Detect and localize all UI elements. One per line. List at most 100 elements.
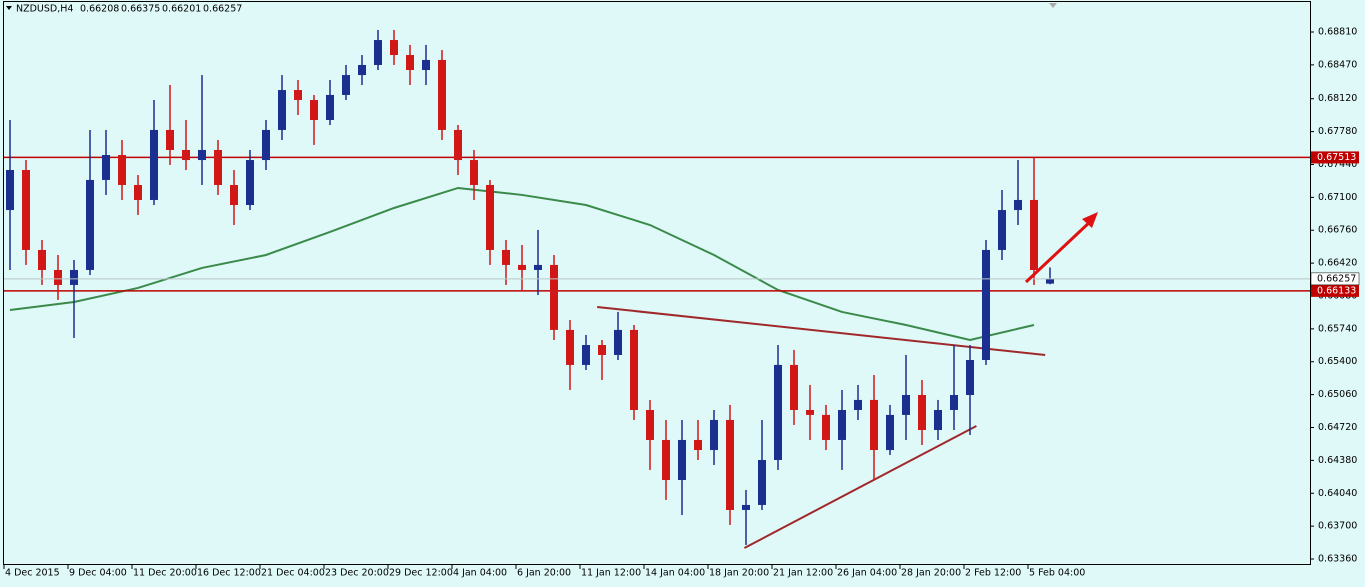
- candle-body: [70, 269, 78, 285]
- y-tick-label: 0.68810: [1318, 27, 1357, 38]
- candle-body: [934, 409, 942, 431]
- candle-body: [838, 409, 846, 440]
- level-label-box: [1311, 151, 1359, 164]
- trendline: [743, 425, 977, 549]
- x-tick-label: 6 Jan 20:00: [517, 568, 571, 579]
- candle-body: [694, 439, 702, 451]
- x-tick-label: 21 Jan 12:00: [773, 568, 833, 579]
- candle-body: [870, 399, 878, 451]
- candle-body: [294, 90, 302, 100]
- y-tick-label: 0.67780: [1318, 126, 1357, 137]
- candle-body: [198, 149, 206, 161]
- candle-body: [902, 395, 910, 415]
- candle-body: [1046, 278, 1054, 284]
- y-tick-label: 0.66760: [1318, 225, 1357, 236]
- y-tick-label: 0.63360: [1318, 554, 1357, 565]
- candle-body: [758, 459, 766, 505]
- candle-body: [726, 419, 734, 510]
- level-label: 0.66133: [1317, 285, 1356, 296]
- candle-body: [950, 395, 958, 410]
- candle-body: [966, 360, 974, 396]
- candle-body: [278, 90, 286, 130]
- candle-body: [342, 75, 350, 95]
- candle-body: [358, 64, 366, 76]
- x-tick-label: 11 Jan 12:00: [581, 568, 641, 579]
- y-tick-label: 0.67440: [1318, 159, 1357, 170]
- candle-body: [1030, 199, 1038, 270]
- menu-triangle: [6, 6, 12, 10]
- header-open: 0.66208: [80, 4, 119, 15]
- candle-body: [118, 155, 126, 185]
- candle-body: [822, 414, 830, 440]
- x-tick-label: 5 Feb 04:00: [1029, 568, 1085, 579]
- candle-body: [806, 409, 814, 415]
- x-tick-label: 28 Jan 20:00: [901, 568, 961, 579]
- x-tick-label: 9 Dec 04:00: [69, 568, 127, 579]
- candle-body: [630, 329, 638, 410]
- y-tick-label: 0.66420: [1318, 258, 1357, 269]
- level-label-box: [1311, 284, 1359, 297]
- candle-body: [854, 399, 862, 410]
- y-tick-label: 0.67100: [1318, 192, 1357, 203]
- candle-body: [598, 345, 606, 355]
- candle-body: [502, 249, 510, 265]
- candle-body: [998, 210, 1006, 250]
- candle-body: [310, 99, 318, 121]
- y-tick-label: 0.64380: [1318, 455, 1357, 466]
- candle-body: [710, 419, 718, 451]
- level-label: 0.67513: [1317, 152, 1356, 163]
- x-tick-label: 26 Jan 04:00: [837, 568, 897, 579]
- x-tick-label: 4 Dec 2015: [5, 568, 60, 579]
- y-tick-label: 0.68120: [1318, 93, 1357, 104]
- y-tick-label: 0.65060: [1318, 389, 1357, 400]
- candle-body: [582, 345, 590, 365]
- y-tick-label: 0.63700: [1318, 521, 1357, 532]
- x-tick-label: 21 Dec 04:00: [261, 568, 325, 579]
- x-tick-label: 2 Feb 12:00: [965, 568, 1021, 579]
- candle-body: [518, 264, 526, 270]
- candle-body: [230, 184, 238, 205]
- candle-body: [550, 264, 558, 330]
- candle-body: [790, 364, 798, 410]
- candle-body: [422, 59, 430, 71]
- candle-body: [166, 129, 174, 150]
- y-tick-label: 0.68470: [1318, 59, 1357, 70]
- candle-body: [678, 439, 686, 481]
- x-tick-label: 18 Jan 20:00: [709, 568, 769, 579]
- plot-frame: [3, 1, 1311, 565]
- candle-body: [150, 129, 158, 200]
- candle-body: [454, 129, 462, 161]
- x-tick-label: 14 Jan 04:00: [645, 568, 705, 579]
- header-close: 0.66257: [203, 4, 242, 15]
- candle-body: [566, 329, 574, 365]
- candle-body: [886, 414, 894, 451]
- arrow-head: [1082, 212, 1098, 228]
- candle-body: [662, 439, 670, 481]
- y-tick-label: 0.65740: [1318, 323, 1357, 334]
- bid-label-box: [1310, 272, 1360, 286]
- candle-body: [262, 129, 270, 161]
- moving-average: [9, 186, 1035, 342]
- candle-body: [982, 249, 990, 361]
- candle-body: [326, 94, 334, 121]
- candle-body: [22, 169, 30, 250]
- candle-body: [374, 40, 382, 65]
- y-tick-label: 0.64040: [1318, 488, 1357, 499]
- x-tick-label: 23 Dec 20:00: [325, 568, 389, 579]
- y-tick-label: 0.65400: [1318, 356, 1357, 367]
- candle-body: [102, 155, 110, 180]
- candle-body: [742, 504, 750, 510]
- candle-body: [38, 249, 46, 270]
- candle-body: [918, 395, 926, 431]
- arrow-shaft: [1024, 218, 1094, 284]
- candle-body: [86, 179, 94, 270]
- candle-body: [774, 364, 782, 460]
- candle-body: [406, 55, 414, 71]
- x-tick-label: 16 Dec 12:00: [197, 568, 261, 579]
- candle-body: [438, 59, 446, 130]
- x-tick-label: 11 Dec 20:00: [133, 568, 197, 579]
- symbol-title: NZDUSD,H4: [16, 4, 73, 15]
- candle-body: [646, 409, 654, 440]
- bid-label: 0.66257: [1317, 273, 1356, 284]
